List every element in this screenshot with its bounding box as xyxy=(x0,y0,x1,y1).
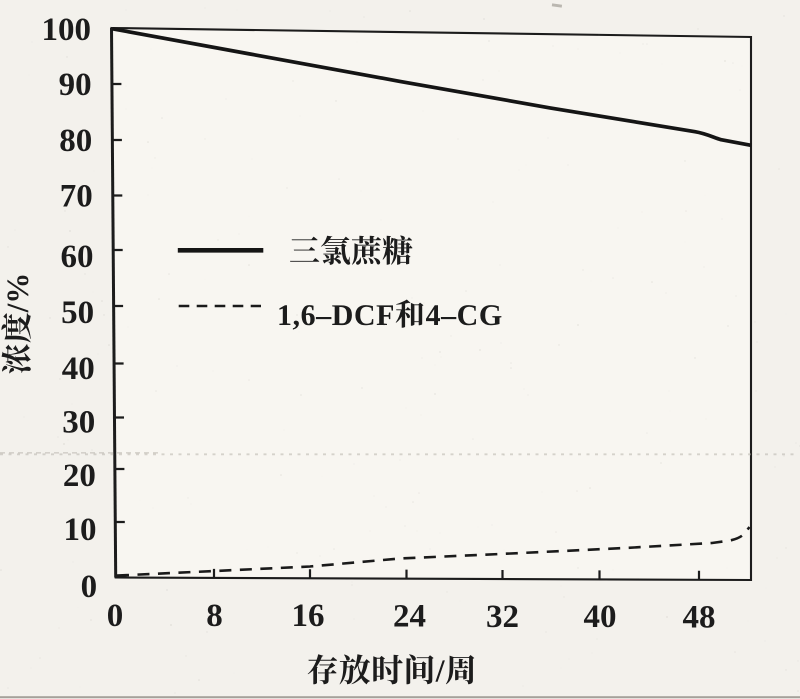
svg-text:50: 50 xyxy=(61,295,94,331)
svg-text:32: 32 xyxy=(486,599,519,635)
svg-text:8: 8 xyxy=(206,598,223,634)
svg-text:100: 100 xyxy=(42,12,92,48)
svg-text:0: 0 xyxy=(81,569,98,605)
svg-text:70: 70 xyxy=(60,179,93,215)
svg-text:48: 48 xyxy=(683,600,716,636)
svg-text:40: 40 xyxy=(62,351,95,387)
svg-text:0: 0 xyxy=(107,598,124,634)
svg-text:90: 90 xyxy=(59,67,92,103)
svg-text:40: 40 xyxy=(584,599,617,635)
svg-text:20: 20 xyxy=(63,458,96,494)
svg-text:60: 60 xyxy=(61,239,94,275)
svg-text:80: 80 xyxy=(59,123,92,159)
svg-text:30: 30 xyxy=(62,405,95,441)
svg-text:24: 24 xyxy=(393,599,426,635)
svg-text:16: 16 xyxy=(292,598,325,634)
svg-text:10: 10 xyxy=(64,512,97,548)
